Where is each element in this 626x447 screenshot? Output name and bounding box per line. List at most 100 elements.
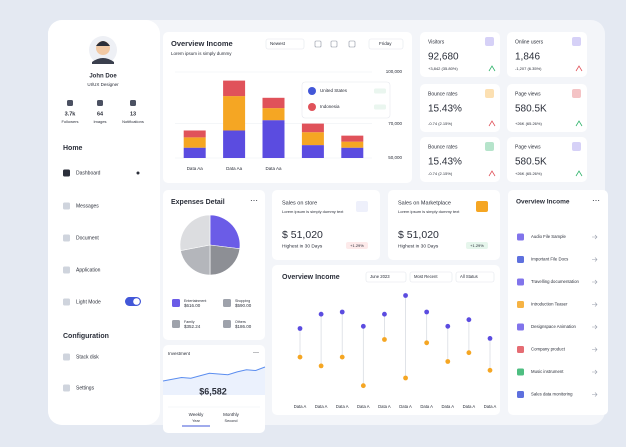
file-name[interactable]: Introduction Teaser: [531, 302, 568, 307]
range-dot: [403, 293, 408, 298]
range-dot: [487, 336, 493, 341]
sales-note: Highest in 30 Days: [398, 243, 439, 249]
legend-label: Entertainment: [184, 299, 206, 303]
bar-segment: [341, 147, 364, 158]
file-icon[interactable]: [517, 368, 524, 376]
menu-item[interactable]: Stack disk: [76, 354, 99, 360]
file-name[interactable]: Audio File Sample: [531, 234, 566, 239]
filter[interactable]: [365, 271, 407, 283]
user-role: UI/UX Designer: [87, 82, 119, 87]
file-arrow[interactable]: [592, 369, 598, 375]
pie-slice: [209, 244, 241, 276]
x-tick-label: Data A: [441, 404, 454, 409]
file-arrow[interactable]: [592, 347, 598, 352]
file-name[interactable]: Travelling documentation: [531, 279, 579, 284]
stat-value: 13: [130, 111, 136, 117]
menu-item[interactable]: Messages: [76, 203, 99, 209]
legend-icon: [223, 299, 231, 307]
file-icon[interactable]: [517, 323, 524, 331]
x-tick-label: Data A: [399, 404, 412, 409]
range-dot: [339, 354, 345, 360]
filter-label[interactable]: Friday: [379, 41, 392, 46]
bar-segment: [183, 147, 206, 158]
tab-label[interactable]: Monthly: [223, 412, 240, 417]
filter[interactable]: [265, 38, 305, 50]
flag: [308, 103, 316, 111]
x-tick-label: Data A: [357, 404, 370, 409]
file-arrow[interactable]: [592, 324, 598, 330]
bar-segment: [262, 108, 285, 121]
menu-icon[interactable]: [63, 353, 70, 361]
file-icon[interactable]: [517, 346, 524, 353]
card-title: Overview Income: [516, 199, 570, 206]
file-name[interactable]: Company product: [531, 347, 566, 352]
toolbar-icon[interactable]: [330, 40, 338, 48]
x-tick-label: Data A: [315, 404, 328, 409]
range-dot: [445, 323, 451, 329]
menu-item[interactable]: Settings: [76, 385, 95, 391]
tab-label[interactable]: Weekly: [189, 412, 204, 417]
stat-card: [507, 32, 587, 77]
menu-icon[interactable]: [63, 234, 70, 242]
investment-card: [163, 345, 265, 433]
stat-card: [420, 32, 500, 77]
file-icon[interactable]: [517, 301, 524, 308]
menu-dots[interactable]: ⋯: [592, 196, 600, 205]
tab-sub[interactable]: Second: [225, 419, 238, 423]
bar-segment: [223, 130, 246, 158]
bar-segment: [183, 130, 206, 138]
bar-segment: [223, 96, 246, 131]
x-tick-label: Data Aa: [187, 166, 204, 171]
filter[interactable]: [455, 271, 495, 283]
file-arrow[interactable]: [592, 392, 598, 397]
card-title: Sales on store: [282, 200, 317, 206]
stat-card: [507, 84, 587, 132]
filter[interactable]: [368, 38, 404, 50]
filter-label[interactable]: June 2023: [370, 274, 390, 279]
file-icon[interactable]: [517, 256, 524, 263]
file-name[interactable]: Music instrument: [531, 369, 564, 374]
filter-label[interactable]: All Status: [460, 274, 478, 279]
stat-value: 15.43%: [428, 104, 462, 115]
file-arrow[interactable]: [592, 234, 598, 240]
legend-icon: [172, 320, 180, 328]
file-name[interactable]: Sales data monitoring: [531, 392, 573, 397]
legend-amount: $616.00: [184, 303, 201, 308]
toolbar-icon[interactable]: [314, 40, 322, 48]
menu-icon[interactable]: [63, 266, 70, 274]
menu-icon[interactable]: [63, 298, 70, 306]
bar-segment: [183, 137, 206, 148]
stat-icon: [485, 89, 494, 98]
file-icon[interactable]: [517, 233, 524, 241]
card-subtitle: Lorem ipsum is simply dummy text: [282, 209, 344, 214]
file-icon[interactable]: [517, 391, 524, 398]
toggle-knob: [133, 298, 140, 305]
menu-icon[interactable]: [63, 169, 70, 177]
file-icon[interactable]: [517, 278, 524, 286]
menu-item[interactable]: Light Mode: [76, 299, 101, 305]
card-title: Expenses Detail: [171, 199, 225, 206]
menu-dots[interactable]: ⋯: [250, 196, 258, 205]
file-name[interactable]: Designspace Animation: [531, 324, 577, 329]
tab-sub[interactable]: Year: [192, 419, 200, 423]
file-arrow[interactable]: [592, 302, 598, 307]
legend-label: Others: [235, 320, 246, 324]
toolbar-icon[interactable]: [348, 40, 356, 48]
menu-icon[interactable]: [63, 202, 70, 210]
file-name[interactable]: Important File Docs: [531, 257, 568, 262]
menu-item[interactable]: Application: [76, 267, 101, 273]
menu-dots[interactable]: ⋯: [253, 351, 259, 357]
stat-icon: [485, 37, 494, 46]
file-arrow[interactable]: [592, 257, 598, 262]
menu-item[interactable]: Document: [76, 235, 99, 241]
filter-label[interactable]: Most Recent: [414, 274, 438, 279]
filter[interactable]: [409, 271, 453, 283]
filter-label[interactable]: Newest: [270, 41, 286, 46]
stat-icon: [97, 100, 103, 106]
menu-icon[interactable]: [63, 384, 70, 392]
file-arrow[interactable]: [592, 279, 598, 285]
stat-value: 3.7k: [65, 111, 77, 117]
range-dot: [360, 323, 366, 329]
menu-item[interactable]: Dashboard: [76, 170, 101, 176]
